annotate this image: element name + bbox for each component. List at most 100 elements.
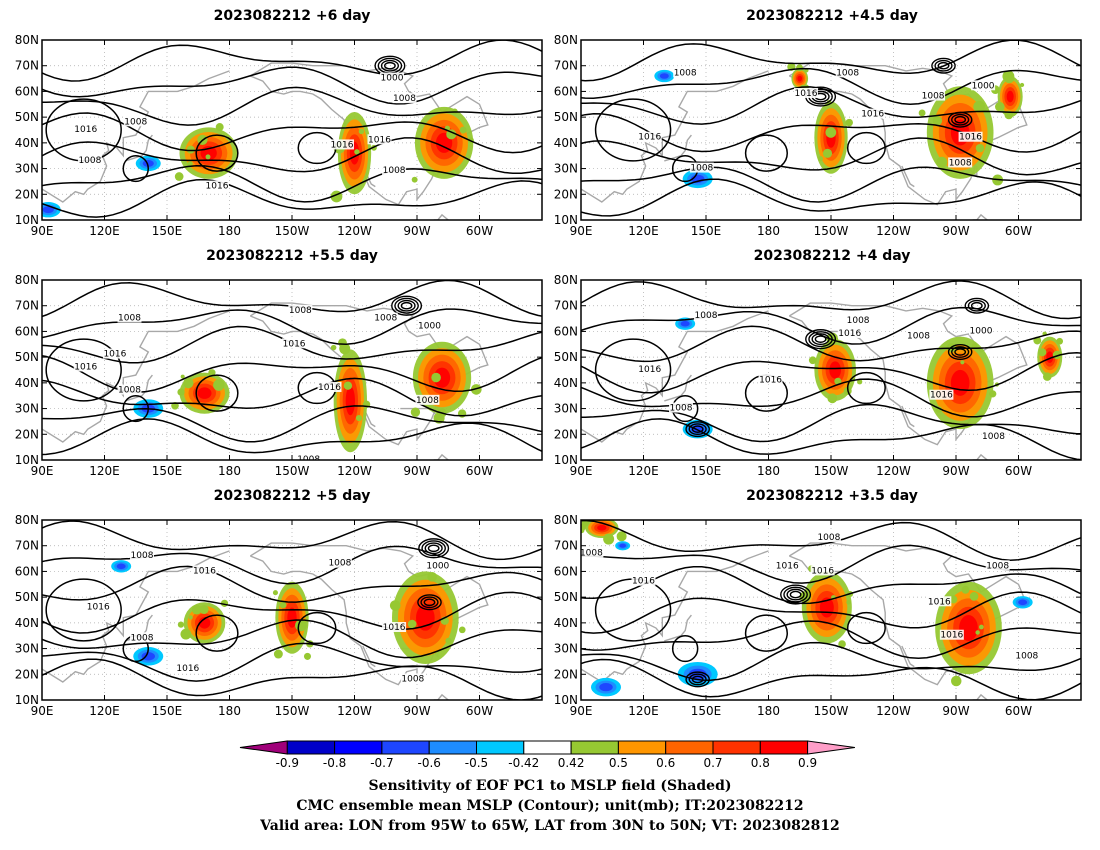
- closed-isobar: [45, 578, 122, 642]
- x-tick-label: 90E: [570, 704, 593, 718]
- panel-title: 2023082212 +5 day: [214, 488, 371, 504]
- x-tick-label: 60W: [1005, 224, 1032, 238]
- closed-isobar: [195, 134, 239, 172]
- y-tick-label: 70N: [554, 299, 578, 313]
- x-tick-label: 90W: [403, 224, 430, 238]
- colorbar-bin: [617, 740, 667, 755]
- contour-label: 1008: [78, 156, 101, 166]
- x-tick-label: 120E: [89, 464, 120, 478]
- x-tick-label: 90W: [942, 464, 969, 478]
- positive-sensitivity-area: [787, 62, 809, 91]
- isobar: [42, 137, 542, 175]
- low-pressure-isobar: [951, 113, 970, 126]
- isobar: [42, 591, 542, 634]
- x-tick-label: 120E: [89, 704, 120, 718]
- colorbar-tick-label: -0.9: [276, 756, 299, 770]
- x-tick-label: 120E: [89, 224, 120, 238]
- positive-sensitivity-area: [389, 571, 466, 664]
- y-tick-label: 30N: [15, 162, 39, 176]
- x-tick-label: 120W: [337, 224, 372, 238]
- closed-isobar: [297, 611, 337, 645]
- low-pressure-isobar: [391, 295, 423, 316]
- x-tick-label: 150W: [814, 704, 849, 718]
- caption-line-2: CMC ensemble mean MSLP (Contour); unit(m…: [296, 798, 803, 814]
- x-tick-label: 90E: [570, 224, 593, 238]
- x-tick-label: 90W: [942, 224, 969, 238]
- coastline: [972, 213, 988, 220]
- contour-label: 1008: [297, 455, 320, 465]
- colorbar-bin: [334, 740, 383, 755]
- y-tick-label: 40N: [15, 376, 39, 390]
- contour-label: 1016: [861, 110, 884, 120]
- y-tick-label: 10N: [15, 213, 39, 227]
- low-pressure-isobar: [423, 598, 436, 607]
- contour-label: 1008: [674, 68, 697, 78]
- isobar: [42, 86, 542, 126]
- x-tick-label: 60W: [1005, 704, 1032, 718]
- x-tick-label: 150E: [152, 704, 183, 718]
- contour-label: 1016: [930, 391, 953, 401]
- contour-label: 1008: [131, 551, 154, 561]
- contour-label: 1016: [74, 362, 97, 372]
- contour-label: 1016: [193, 566, 216, 576]
- contour-label: 1016: [74, 125, 97, 135]
- x-tick-label: 60W: [1005, 464, 1032, 478]
- isobar: [42, 178, 542, 218]
- y-tick-label: 30N: [15, 642, 39, 656]
- colorbar-tick-label: -0.5: [465, 756, 488, 770]
- contour-label: 1008: [670, 404, 693, 414]
- low-pressure-isobar: [427, 544, 440, 553]
- low-pressure-isobar: [970, 301, 983, 310]
- colorbar-bin: [523, 740, 572, 755]
- positive-sensitivity-area: [935, 581, 1002, 687]
- colorbar-tick-label: 0.5: [609, 756, 628, 770]
- low-pressure-isobar: [685, 671, 710, 688]
- x-tick-label: 120W: [876, 224, 911, 238]
- coastline: [125, 374, 153, 402]
- y-tick-label: 10N: [554, 213, 578, 227]
- contour-label: 1008: [118, 386, 141, 396]
- low-pressure-isobar: [691, 425, 704, 433]
- negative-sensitivity-area: [654, 69, 675, 83]
- caption: Sensitivity of EOF PC1 to MSLP field (Sh…: [259, 778, 840, 834]
- x-tick-label: 60W: [466, 464, 493, 478]
- closed-isobar: [195, 374, 239, 412]
- panel-title: 2023082212 +4.5 day: [746, 8, 918, 24]
- isobar: [42, 520, 542, 561]
- isobar: [42, 642, 542, 682]
- x-tick-label: 150W: [275, 224, 310, 238]
- negative-sensitivity-area: [135, 155, 161, 172]
- coastline: [581, 70, 769, 203]
- x-tick-label: 90E: [31, 704, 54, 718]
- coastline: [581, 550, 769, 683]
- contour-label: 1016: [331, 140, 354, 150]
- x-tick-label: 150W: [814, 464, 849, 478]
- low-pressure-isobar: [418, 538, 450, 559]
- contour-label: 1008: [949, 158, 972, 168]
- contour-label: 1000: [970, 326, 993, 336]
- x-tick-label: 90E: [570, 464, 593, 478]
- colorbar-bin: [428, 740, 478, 755]
- caption-line-3: Valid area: LON from 95W to 65W, LAT fro…: [259, 818, 840, 834]
- contour-label: 1016: [959, 133, 982, 143]
- y-tick-label: 20N: [15, 187, 39, 201]
- contour-label: 1016: [811, 566, 834, 576]
- isobar: [42, 619, 542, 659]
- isobar: [581, 352, 1081, 394]
- contour-label: 1008: [1015, 651, 1038, 661]
- y-tick-label: 40N: [554, 136, 578, 150]
- isobar: [42, 658, 542, 700]
- isobar: [42, 40, 542, 82]
- y-tick-label: 40N: [15, 616, 39, 630]
- contour-label: 1016: [759, 375, 782, 385]
- contour-label: 1016: [318, 383, 341, 393]
- y-tick-label: 50N: [554, 590, 578, 604]
- low-pressure-isobar: [421, 540, 446, 557]
- contour-label: 1016: [206, 182, 229, 192]
- low-pressure-isobar: [805, 329, 837, 350]
- mslp-contours: [581, 520, 1081, 700]
- isobar: [581, 67, 1081, 105]
- contour-label: 1016: [795, 89, 818, 99]
- y-tick-label: 70N: [554, 539, 578, 553]
- colorbar-bin: [712, 740, 761, 755]
